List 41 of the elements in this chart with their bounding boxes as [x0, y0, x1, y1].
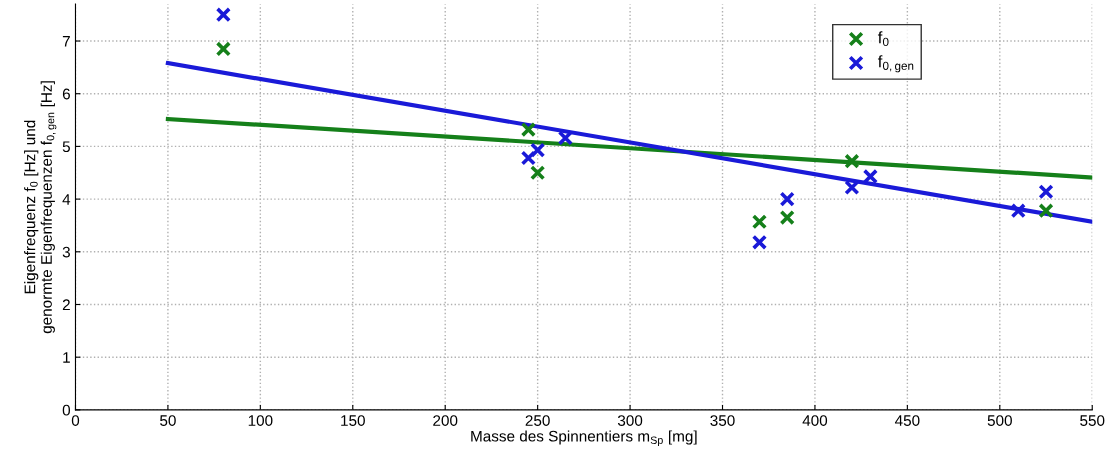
- point: [530, 142, 546, 158]
- point: [779, 209, 795, 226]
- x-axis-title: Masse des Spinnentiers m$_{Sp}$ [mg]: [471, 430, 697, 447]
- x-tick-label: 150: [341, 415, 365, 426]
- point: [844, 179, 860, 196]
- y-tick-label: 7: [62, 36, 70, 47]
- point: [520, 150, 537, 166]
- x-tick-label: 350: [710, 415, 735, 426]
- y-tick-label: 2: [62, 299, 70, 311]
- legend-label: f$_{0}$: [877, 31, 889, 47]
- y-tick-label: 5: [62, 141, 70, 153]
- x-tick-label: 50: [160, 415, 176, 426]
- x-tick-label: 500: [987, 415, 1012, 426]
- point: [1038, 184, 1054, 200]
- y-tick-label: 1: [63, 352, 70, 363]
- y-axis-title: Eigenfrequenz f$_{0}$ [Hz] und genormte Eigenfrequenzen f$_{0,gen}$ [Hz]: [24, 81, 57, 334]
- point: [751, 234, 768, 250]
- x-tick-label: 100: [248, 415, 273, 426]
- legend-label: f$_{0,gen}$: [877, 55, 914, 73]
- x-tick-label: 200: [433, 415, 458, 426]
- point: [844, 153, 860, 169]
- y-tick-label: 0: [62, 404, 71, 416]
- x-tick-label: 400: [802, 415, 828, 426]
- point: [779, 191, 795, 207]
- y-tick-label: 3: [62, 246, 70, 258]
- point: [862, 168, 879, 185]
- point: [1038, 203, 1054, 219]
- y-tick-label: 6: [62, 88, 70, 100]
- x-tick-label: 450: [894, 415, 920, 426]
- x-tick-label: 0: [71, 415, 80, 426]
- point: [530, 165, 546, 181]
- point: [557, 130, 573, 146]
- point: [215, 7, 231, 23]
- point: [1010, 203, 1026, 219]
- x-tick-label: 550: [1080, 415, 1105, 426]
- y-tick-label: 4: [62, 194, 71, 205]
- x-tick-label: 300: [617, 415, 643, 426]
- point: [215, 41, 231, 57]
- x-tick-label: 250: [525, 415, 550, 426]
- point: [751, 214, 768, 230]
- point: [520, 121, 537, 138]
